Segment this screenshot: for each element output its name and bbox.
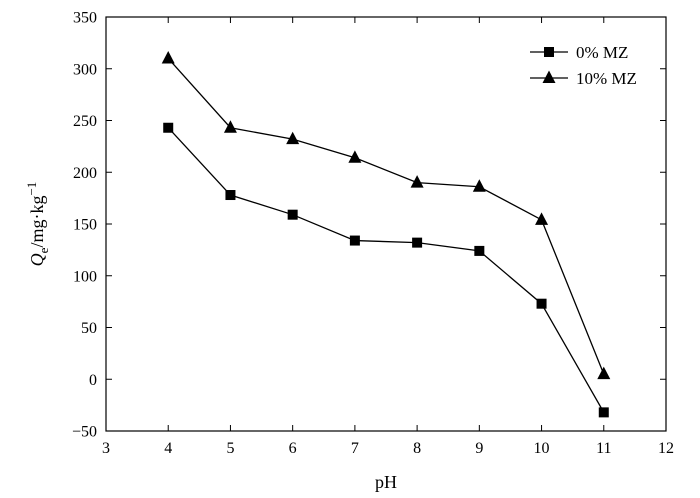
legend-label-10-mz: 10% MZ bbox=[576, 69, 637, 88]
x-axis-title: pH bbox=[375, 472, 397, 492]
data-point-10-mz bbox=[286, 131, 300, 145]
y-tick-label: 250 bbox=[73, 113, 97, 130]
x-tick-label: 8 bbox=[413, 440, 421, 457]
data-point-0-mz bbox=[598, 407, 609, 418]
data-point-10-mz bbox=[535, 212, 549, 225]
data-point-0-mz bbox=[225, 190, 236, 201]
x-tick-label: 10 bbox=[534, 440, 550, 457]
x-tick-label: 3 bbox=[102, 440, 110, 457]
data-point-0-mz bbox=[474, 245, 485, 256]
data-point-10-mz bbox=[348, 150, 362, 163]
x-tick-label: 12 bbox=[658, 440, 674, 457]
y-tick-label: 0 bbox=[89, 372, 97, 389]
data-point-10-mz bbox=[410, 175, 424, 188]
y-tick-label: −50 bbox=[72, 424, 97, 441]
legend-marker-0-mz bbox=[544, 47, 554, 57]
y-tick-label: 200 bbox=[73, 165, 97, 182]
y-tick-label: 150 bbox=[73, 217, 97, 234]
data-point-10-mz bbox=[597, 366, 611, 380]
data-point-0-mz bbox=[163, 122, 174, 133]
y-axis-title: Qe/mg·kg−1 bbox=[24, 182, 51, 267]
x-tick-label: 7 bbox=[351, 440, 359, 457]
data-point-0-mz bbox=[349, 235, 360, 246]
x-tick-label: 4 bbox=[164, 440, 172, 457]
y-axis-title-unit: /mg·kg bbox=[27, 196, 47, 248]
data-point-0-mz bbox=[287, 209, 298, 220]
x-tick-label: 5 bbox=[226, 440, 234, 457]
data-point-0-mz bbox=[536, 298, 547, 309]
legend-label-0-mz: 0% MZ bbox=[576, 43, 628, 62]
data-point-10-mz bbox=[161, 50, 175, 64]
data-point-10-mz bbox=[472, 179, 486, 192]
x-tick-label: 6 bbox=[289, 440, 297, 457]
y-tick-label: 300 bbox=[73, 61, 97, 78]
y-axis-title-superscript: −1 bbox=[24, 182, 39, 196]
series-line-0-mz bbox=[167, 127, 605, 413]
y-axis-title-subscript: e bbox=[36, 247, 51, 253]
x-tick-label: 11 bbox=[596, 440, 611, 457]
x-tick-label: 9 bbox=[475, 440, 483, 457]
series-line-10-mz bbox=[167, 57, 605, 375]
y-tick-label: 350 bbox=[73, 10, 97, 27]
y-tick-label: 50 bbox=[81, 320, 97, 337]
y-tick-label: 100 bbox=[73, 268, 97, 285]
data-point-0-mz bbox=[412, 237, 423, 248]
y-axis-title-main: Q bbox=[27, 253, 47, 266]
legend-marker-10-mz bbox=[542, 70, 556, 84]
data-point-10-mz bbox=[223, 120, 237, 133]
